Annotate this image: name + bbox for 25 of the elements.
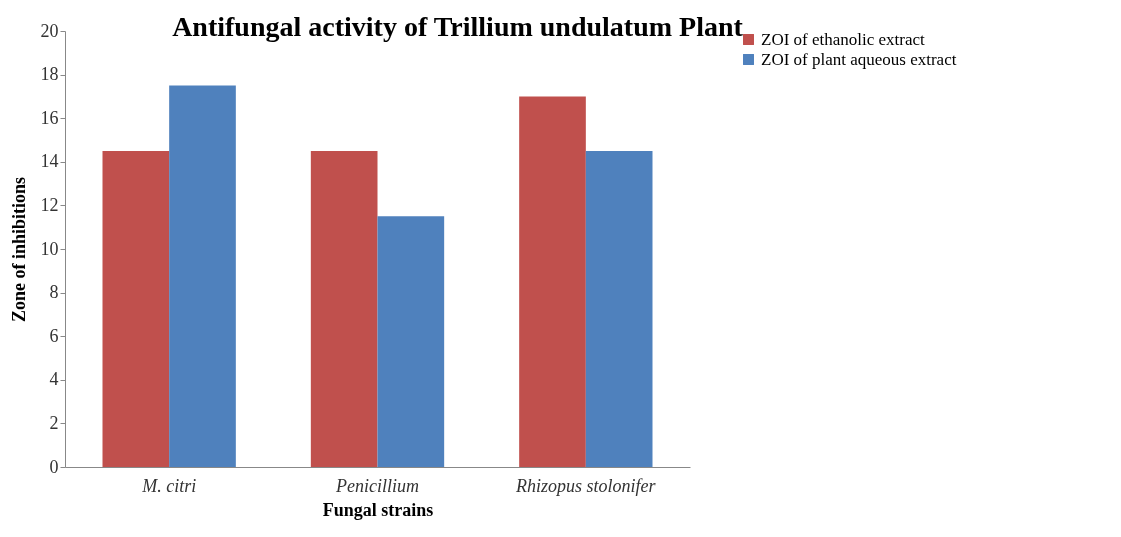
x-tick-label: M. citri [141,475,197,496]
y-tick-label: 20 [40,20,59,41]
x-axis-title: Fungal strains [322,499,434,520]
y-tick-label: 2 [49,412,59,433]
bar [169,85,236,467]
chart-title: Antifungal activity of Trillium undulatum Plant [172,11,744,42]
y-axis-title: Zone of inhibitions [8,176,29,323]
bar [102,150,170,467]
y-tick-label: 0 [49,456,59,477]
bar [585,150,653,467]
legend-label: ZOI of plant aqueous extract [761,49,957,69]
x-tick-label: Rhizopus stolonifer [515,475,657,496]
y-tick-label: 6 [49,325,59,346]
y-tick-label: 10 [40,238,59,259]
y-tick-label: 16 [40,107,59,128]
legend-label: ZOI of ethanolic extract [761,29,926,49]
y-tick-label: 8 [49,282,59,303]
bar [519,96,586,467]
x-tick-label: Penicillium [335,475,419,496]
bar [377,216,445,467]
y-tick-label: 12 [40,194,59,215]
y-tick-label: 4 [49,369,59,390]
y-tick-label: 18 [40,64,59,85]
bar [310,150,378,467]
y-tick-label: 14 [40,151,59,172]
